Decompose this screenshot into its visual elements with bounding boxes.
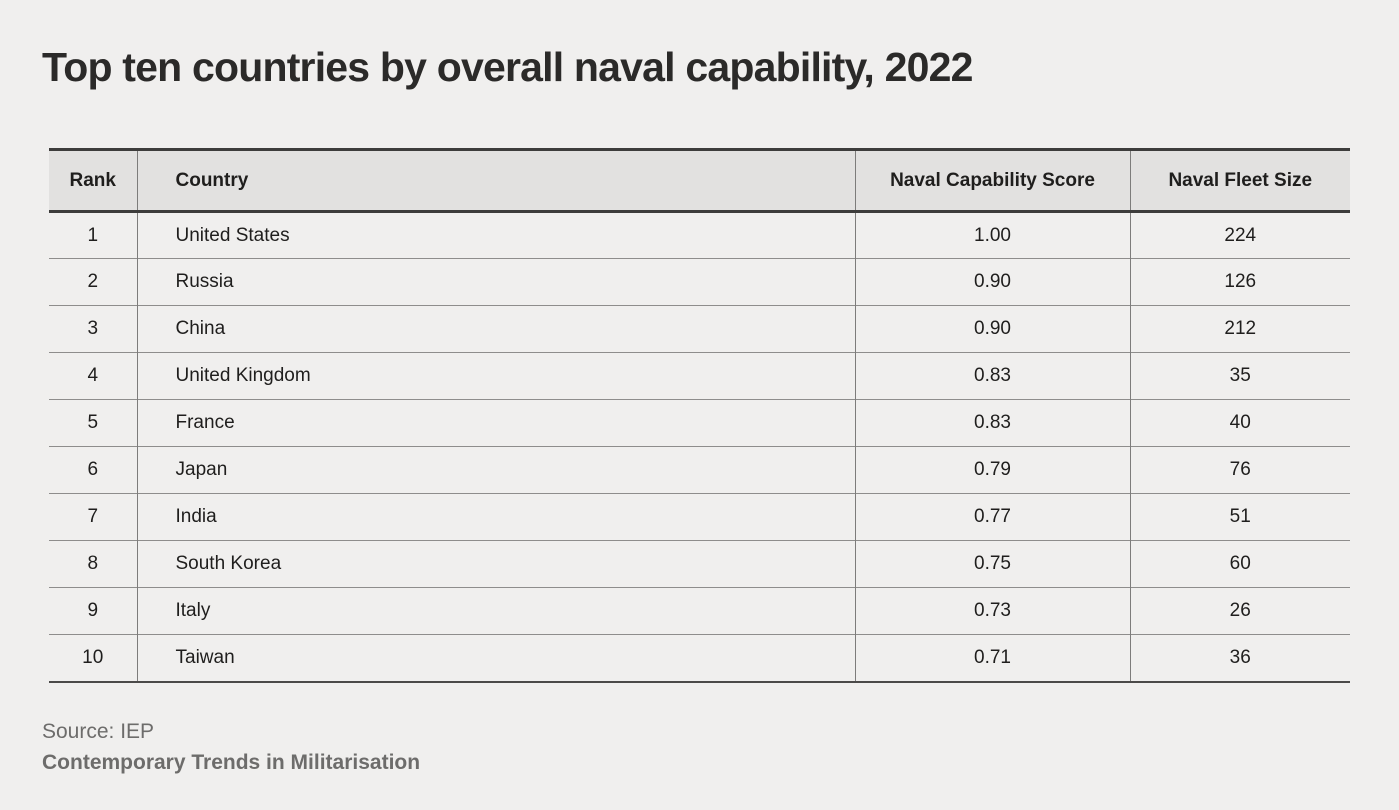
table-header: Rank Country Naval Capability Score Nava… <box>49 149 1350 212</box>
score-cell: 0.90 <box>855 305 1131 353</box>
country-cell: United Kingdom <box>137 352 856 400</box>
fleet-cell: 126 <box>1224 271 1257 292</box>
fleet-cell: 40 <box>1229 412 1251 433</box>
score-cell: 0.83 <box>855 399 1131 447</box>
table-body: 1 United States 1.00 224 2 Russia 0.90 126 3 Chin… <box>49 211 1350 682</box>
publication-title: Contemporary Trends in Militarisation <box>42 751 421 774</box>
table-row: 10 Taiwan 0.71 36 <box>49 634 1350 682</box>
source-block: Source: IEP Contemporary Trends in Milit… <box>42 716 420 778</box>
score-cell: 0.79 <box>855 446 1131 494</box>
score-cell: 0.77 <box>855 493 1131 541</box>
table-row: 9 Italy 0.73 26 <box>49 587 1350 635</box>
score-cell: 0.73 <box>855 587 1131 635</box>
score-cell: 0.83 <box>855 352 1131 400</box>
rank-cell: 10 <box>49 634 138 682</box>
country-cell: France <box>137 399 856 447</box>
fleet-cell: 26 <box>1229 600 1251 621</box>
table-row: 6 Japan 0.79 76 <box>49 446 1350 494</box>
naval-capability-table-container: Rank Country Naval Capability Score Nava… <box>49 148 1350 683</box>
country-cell: India <box>137 493 856 541</box>
table-header-row: Rank Country Naval Capability Score Nava… <box>49 149 1350 212</box>
country-cell: South Korea <box>137 540 856 588</box>
country-cell: Taiwan <box>137 634 856 682</box>
fleet-cell: 212 <box>1224 318 1257 339</box>
table-row: 4 United Kingdom 0.83 35 <box>49 352 1350 400</box>
table-row: 7 India 0.77 51 <box>49 493 1350 541</box>
column-header-naval-fleet-size: Naval Fleet Size <box>1168 169 1313 191</box>
rank-cell: 5 <box>49 399 138 447</box>
rank-cell: 6 <box>49 446 138 494</box>
table-row: 1 United States 1.00 224 <box>49 211 1350 259</box>
rank-cell: 3 <box>49 305 138 353</box>
naval-capability-table: Rank Country Naval Capability Score Nava… <box>49 148 1350 683</box>
country-cell: Italy <box>137 587 856 635</box>
fleet-cell: 35 <box>1229 365 1251 386</box>
table-row: 8 South Korea 0.75 60 <box>49 540 1350 588</box>
score-cell: 0.71 <box>855 634 1131 682</box>
score-cell: 0.90 <box>855 258 1131 306</box>
rank-cell: 2 <box>49 258 138 306</box>
page-title: Top ten countries by overall naval capab… <box>42 44 973 90</box>
source-line: Source: IEP <box>42 720 155 743</box>
fleet-cell: 224 <box>1224 224 1257 246</box>
table-row: 3 China 0.90 212 <box>49 305 1350 353</box>
rank-cell: 1 <box>49 211 138 259</box>
rank-cell: 7 <box>49 493 138 541</box>
fleet-cell: 36 <box>1229 646 1251 668</box>
score-cell: 1.00 <box>855 211 1131 259</box>
country-cell: United States <box>137 211 856 259</box>
rank-cell: 8 <box>49 540 138 588</box>
fleet-cell: 60 <box>1229 553 1251 574</box>
rank-cell: 4 <box>49 352 138 400</box>
country-cell: China <box>137 305 856 353</box>
fleet-cell: 76 <box>1229 459 1251 480</box>
fleet-cell: 51 <box>1229 506 1251 527</box>
country-cell: Japan <box>137 446 856 494</box>
column-header-country: Country <box>137 149 856 212</box>
table-row: 2 Russia 0.90 126 <box>49 258 1350 306</box>
table-row: 5 France 0.83 40 <box>49 399 1350 447</box>
column-header-rank: Rank <box>49 149 138 212</box>
rank-cell: 9 <box>49 587 138 635</box>
column-header-naval-capability-score: Naval Capability Score <box>855 149 1131 212</box>
country-cell: Russia <box>137 258 856 306</box>
score-cell: 0.75 <box>855 540 1131 588</box>
